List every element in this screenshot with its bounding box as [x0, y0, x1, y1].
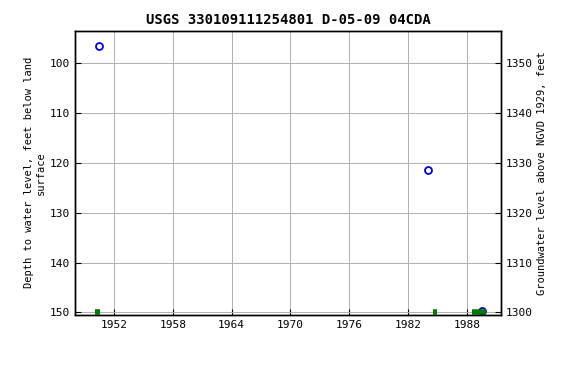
Y-axis label: Depth to water level, feet below land
surface: Depth to water level, feet below land su… [24, 57, 46, 288]
Y-axis label: Groundwater level above NGVD 1929, feet: Groundwater level above NGVD 1929, feet [537, 51, 547, 295]
Title: USGS 330109111254801 D-05-09 04CDA: USGS 330109111254801 D-05-09 04CDA [146, 13, 430, 27]
Legend: Period of approved data: Period of approved data [191, 381, 385, 384]
